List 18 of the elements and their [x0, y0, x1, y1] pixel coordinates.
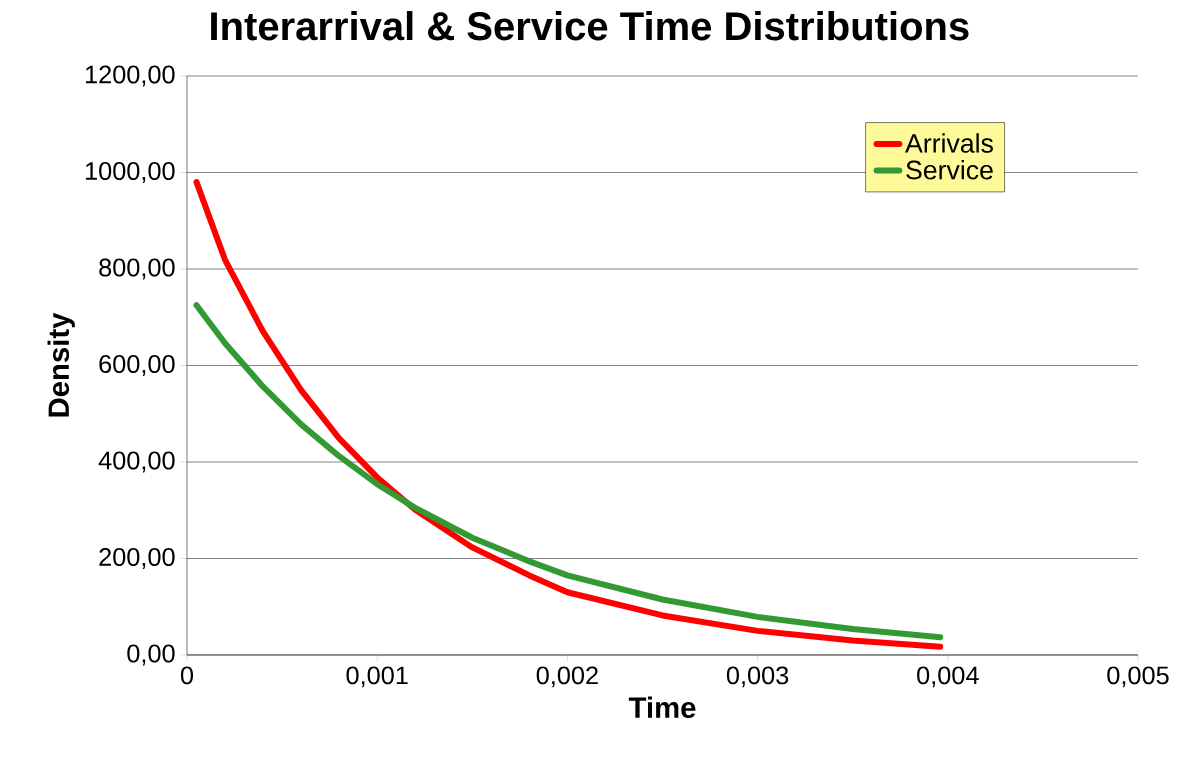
- chart-title: Interarrival & Service Time Distributions: [211, 11, 969, 41]
- y-tick-label: 200,00: [99, 548, 175, 569]
- x-tick-label: 0,002: [536, 666, 598, 688]
- y-tick-label: 0,00: [127, 644, 175, 666]
- y-tick-label: 400,00: [98, 451, 175, 473]
- x-tick-label: 0,001: [346, 666, 408, 688]
- legend-label: Service: [906, 159, 993, 180]
- x-axis-title: Time: [628, 696, 696, 719]
- legend-label: Arrivals: [905, 133, 993, 153]
- x-tick-label: 0: [180, 666, 194, 685]
- y-axis-title: Density: [47, 312, 75, 417]
- y-tick-label: 1000,00: [85, 162, 175, 183]
- x-tick-label: 0,004: [917, 666, 979, 688]
- y-tick-label: 800,00: [99, 258, 175, 280]
- x-tick-label: 0,005: [1107, 666, 1169, 688]
- x-tick-label: 0,003: [726, 666, 789, 688]
- y-tick-label: 600,00: [99, 355, 175, 376]
- y-tick-label: 1200,00: [85, 65, 175, 87]
